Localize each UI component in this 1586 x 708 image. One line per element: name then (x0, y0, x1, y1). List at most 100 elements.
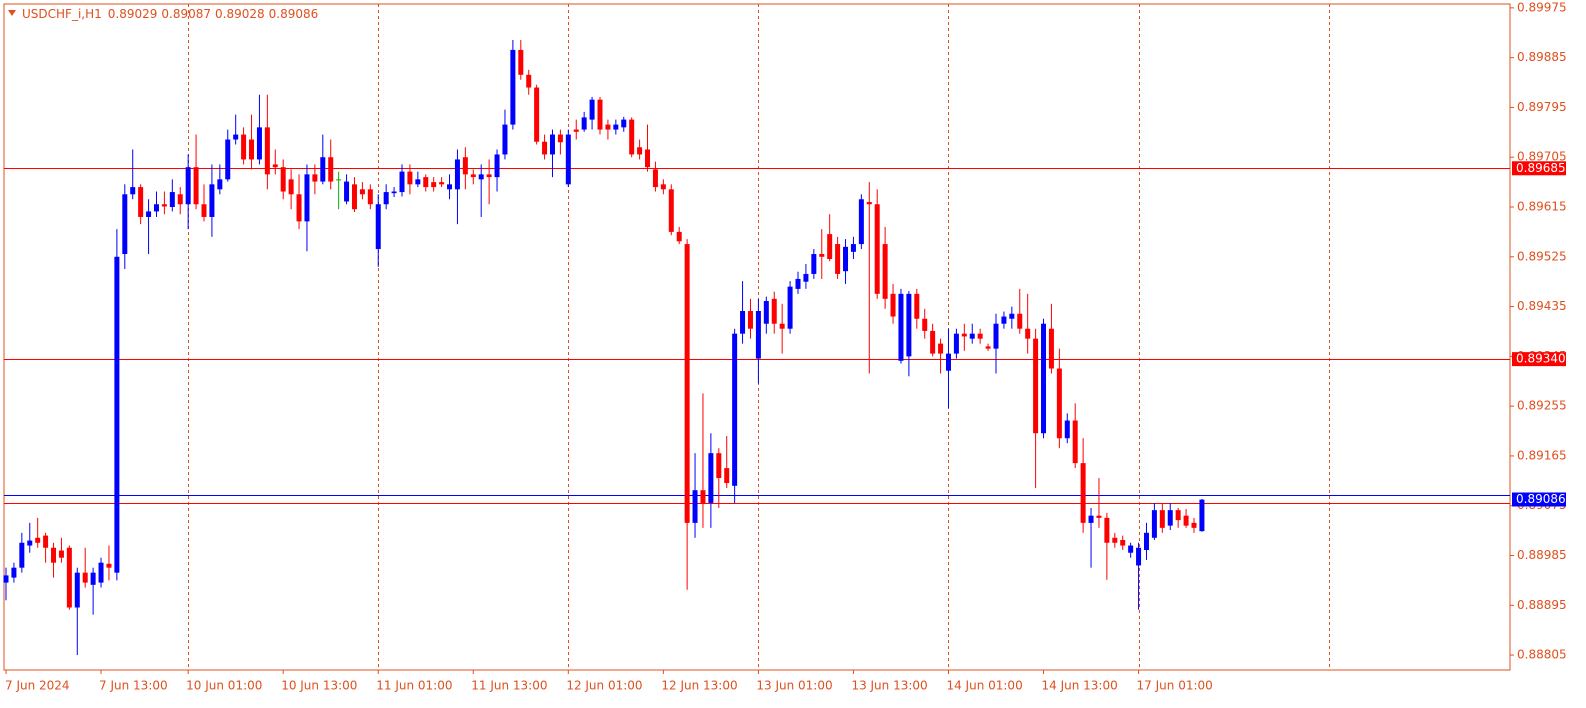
candle-body (280, 167, 286, 192)
candle-body (549, 134, 555, 155)
candle-body (724, 468, 730, 484)
candle-body (1104, 517, 1110, 543)
candle-body (708, 453, 714, 503)
candle-body (1112, 537, 1118, 543)
candle-body (747, 311, 753, 329)
candle-body (351, 184, 357, 210)
level-label: 0.89340 (1516, 352, 1566, 366)
bid-label: 0.89086 (1516, 492, 1566, 506)
candle-body (98, 562, 104, 583)
candle-body (732, 333, 738, 486)
candle-body (431, 182, 437, 188)
candle-body (1048, 328, 1054, 369)
candle-body (542, 141, 548, 155)
candle-body (177, 194, 183, 205)
candle-body (581, 117, 587, 130)
candle-body (82, 572, 88, 583)
candle-body (938, 343, 944, 354)
y-tick-label: 0.89975 (1517, 0, 1567, 14)
candle-body (779, 323, 785, 329)
candle-body (478, 174, 484, 180)
candle-body (1151, 510, 1157, 538)
x-tick-label: 7 Jun 2024 (5, 679, 70, 693)
candle-body (684, 244, 690, 523)
low: 0.89028 (215, 7, 265, 21)
candle-body (106, 563, 112, 568)
candle-body (153, 204, 159, 212)
candle-body (138, 187, 144, 217)
close: 0.89086 (269, 7, 319, 21)
candle-body (589, 99, 595, 120)
x-tick-label: 12 Jun 01:00 (566, 679, 642, 693)
candle-body (1017, 313, 1023, 329)
candle-body (35, 537, 41, 543)
y-tick-label: 0.88805 (1517, 648, 1567, 662)
candle-body (423, 177, 429, 188)
candle-body (1009, 313, 1015, 319)
y-tick-label: 0.89705 (1517, 150, 1567, 164)
candle-body (613, 124, 619, 130)
candle-body (43, 535, 49, 548)
candle-body (1033, 338, 1039, 434)
x-tick-label: 12 Jun 13:00 (661, 679, 737, 693)
candle-body (914, 293, 920, 319)
candle-body (296, 194, 302, 222)
x-tick-label: 11 Jun 13:00 (471, 679, 547, 693)
candle-body (1120, 540, 1126, 546)
chart-title: USDCHF_i,H1 0.89029 0.89087 0.89028 0.89086 (22, 7, 318, 21)
candle-body (391, 191, 397, 194)
y-tick-label: 0.88895 (1517, 598, 1567, 612)
candle-body (272, 164, 278, 168)
candle-body (795, 278, 801, 289)
y-tick-label: 0.89165 (1517, 448, 1567, 462)
candle-body (1001, 316, 1007, 324)
candle-body (1025, 328, 1031, 339)
candle-body (185, 167, 191, 205)
candle-body (407, 171, 413, 185)
candle-body (462, 157, 468, 175)
candle-body (850, 244, 856, 252)
candle-body (264, 127, 270, 175)
candle-body (930, 330, 936, 354)
candle-body (367, 189, 373, 205)
candle-body (573, 129, 579, 132)
candle-body (502, 124, 508, 155)
candle-body (3, 575, 9, 583)
candle-body (454, 159, 460, 190)
candle-body (629, 119, 635, 155)
y-tick-label: 0.89525 (1517, 249, 1567, 263)
candle-body (1175, 510, 1181, 521)
candle-body (1072, 420, 1078, 464)
x-tick-label: 7 Jun 13:00 (99, 679, 168, 693)
collapse-triangle[interactable] (8, 10, 16, 16)
candle-body (375, 204, 381, 250)
candle-body (811, 254, 817, 274)
candle-body (1143, 532, 1149, 550)
level-label-box (1512, 161, 1566, 176)
candle-body (114, 256, 120, 573)
candle-body (645, 149, 651, 168)
y-tick-label: 0.89435 (1517, 299, 1567, 313)
candle-body (565, 134, 571, 185)
candle-body (288, 179, 294, 195)
plot-frame (3, 3, 1511, 671)
candle-body (470, 174, 476, 178)
candle-body (130, 187, 136, 195)
candle-body (637, 147, 643, 155)
candle-body (676, 231, 682, 242)
candle-body (977, 333, 983, 339)
x-tick-label: 14 Jun 01:00 (946, 679, 1022, 693)
candle-body (763, 301, 769, 324)
candle-body (90, 572, 96, 585)
open: 0.89029 (108, 7, 158, 21)
candle-body (336, 179, 342, 181)
candle-body (692, 490, 698, 523)
candle-body (233, 134, 239, 140)
candle-body (217, 179, 223, 190)
candle-body (122, 194, 128, 255)
candle-body (146, 211, 152, 217)
candle-body (19, 542, 25, 568)
x-tick-label: 17 Jun 01:00 (1137, 679, 1213, 693)
candle-body (415, 179, 421, 185)
